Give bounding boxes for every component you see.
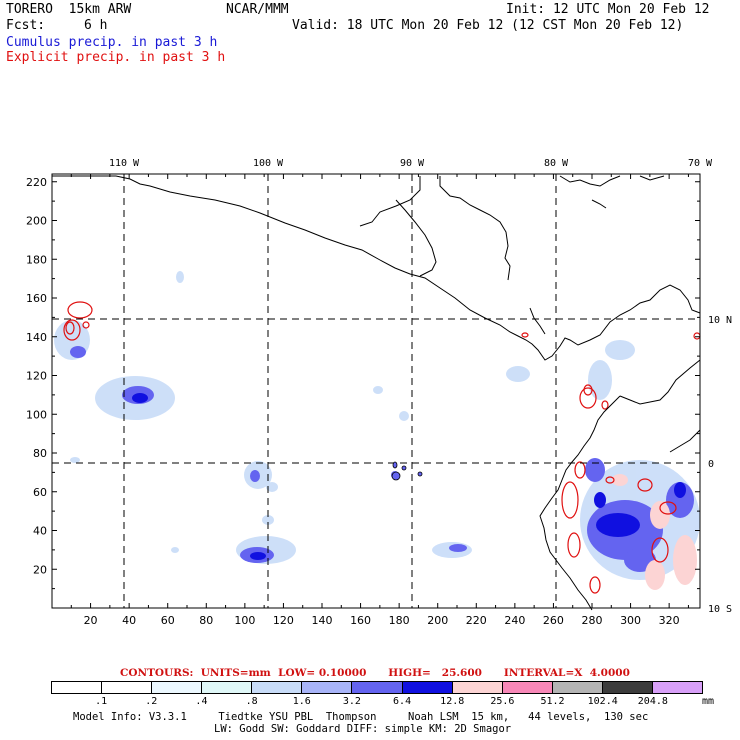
x-tick-label: 200 xyxy=(427,614,448,627)
colorbar-swatch xyxy=(452,682,503,693)
y-tick-label: 80 xyxy=(33,447,47,460)
colorbar-label: .1 xyxy=(95,696,108,707)
colorbar-label: 51.2 xyxy=(540,696,565,707)
x-tick-label: 140 xyxy=(312,614,333,627)
y-tick-label: 180 xyxy=(26,253,47,266)
lon-label: 70 W xyxy=(688,158,713,169)
x-tick-label: 120 xyxy=(273,614,294,627)
colorbar-label: 1.6 xyxy=(292,696,311,707)
lat-label: 10 N xyxy=(708,315,732,326)
colorbar-swatch xyxy=(252,682,303,693)
x-tick-label: 20 xyxy=(84,614,98,627)
lat-label: 10 S xyxy=(708,604,732,615)
colorbar-swatch xyxy=(352,682,403,693)
colorbar-label: 12.8 xyxy=(440,696,465,707)
colorbar-swatch xyxy=(602,682,653,693)
colorbar-swatch xyxy=(402,682,453,693)
cumulus-field-title: Cumulus precip. in past 3 h xyxy=(6,35,218,50)
y-tick-label: 220 xyxy=(26,176,47,189)
x-tick-label: 40 xyxy=(122,614,136,627)
colorbar-label: .4 xyxy=(195,696,208,707)
forecast-label: Fcst: xyxy=(6,18,46,33)
x-tick-label: 160 xyxy=(350,614,371,627)
lat-lon-grid xyxy=(52,174,700,608)
colorbar-swatch xyxy=(152,682,203,693)
colorbar-label: 204.8 xyxy=(637,696,668,707)
explicit-field-title: Explicit precip. in past 3 h xyxy=(6,50,226,65)
init-time: Init: 12 UTC Mon 20 Feb 12 xyxy=(506,2,710,17)
colorbar xyxy=(51,681,703,694)
colorbar-swatch xyxy=(302,682,353,693)
precip-shading xyxy=(54,271,701,594)
model-info-line1: Model Info: V3.3.1 Tiedtke YSU PBL Thomp… xyxy=(73,711,649,723)
forecast-hours: 6 h xyxy=(84,18,108,33)
colorbar-label: 25.6 xyxy=(490,696,515,707)
colorbar-swatch xyxy=(202,682,253,693)
colorbar-unit: mm xyxy=(702,696,715,707)
y-tick-label: 140 xyxy=(26,331,47,344)
lon-label: 100 W xyxy=(253,158,284,169)
model-info-line2: LW: Godd SW: Goddard DIFF: simple KM: 2D… xyxy=(214,723,512,735)
coastlines xyxy=(52,175,701,611)
valid-time: Valid: 18 UTC Mon 20 Feb 12 (12 CST Mon … xyxy=(292,18,684,33)
galapagos-islands xyxy=(391,461,423,481)
colorbar-swatch xyxy=(502,682,553,693)
colorbar-swatch xyxy=(52,682,103,693)
y-tick-label: 100 xyxy=(26,408,47,421)
y-tick-label: 120 xyxy=(26,370,47,383)
model-name: TORERO 15km ARW xyxy=(6,2,132,17)
x-tick-label: 320 xyxy=(659,614,680,627)
x-tick-label: 80 xyxy=(199,614,213,627)
lat-label: 0 xyxy=(708,459,714,470)
colorbar-label: 3.2 xyxy=(342,696,361,707)
y-tick-label: 40 xyxy=(33,525,47,538)
center-name: NCAR/MMM xyxy=(226,2,289,17)
x-tick-label: 60 xyxy=(161,614,175,627)
map-frame xyxy=(51,173,701,609)
colorbar-swatch xyxy=(652,682,703,693)
x-tick-label: 180 xyxy=(389,614,410,627)
y-tick-label: 20 xyxy=(33,563,47,576)
colorbar-label: 102.4 xyxy=(587,696,618,707)
y-tick-label: 60 xyxy=(33,486,47,499)
colorbar-label: 6.4 xyxy=(393,696,412,707)
axes: 20 40 60 80 100 120 140 160 180 200 220 240 260 280 30… xyxy=(26,158,732,627)
x-tick-label: 280 xyxy=(582,614,603,627)
x-tick-label: 240 xyxy=(504,614,525,627)
contour-info: CONTOURS: UNITS=mm LOW= 0.10000 HIGH= 25… xyxy=(120,667,630,679)
x-tick-label: 100 xyxy=(234,614,255,627)
y-tick-label: 200 xyxy=(26,215,47,228)
lon-label: 90 W xyxy=(400,158,425,169)
x-tick-label: 260 xyxy=(543,614,564,627)
colorbar-swatch xyxy=(552,682,603,693)
colorbar-label: .2 xyxy=(145,696,158,707)
x-tick-label: 220 xyxy=(466,614,487,627)
colorbar-swatch xyxy=(102,682,153,693)
lon-label: 80 W xyxy=(544,158,569,169)
lon-label: 110 W xyxy=(109,158,140,169)
y-tick-label: 160 xyxy=(26,292,47,305)
colorbar-label: .8 xyxy=(245,696,258,707)
x-tick-label: 300 xyxy=(620,614,641,627)
